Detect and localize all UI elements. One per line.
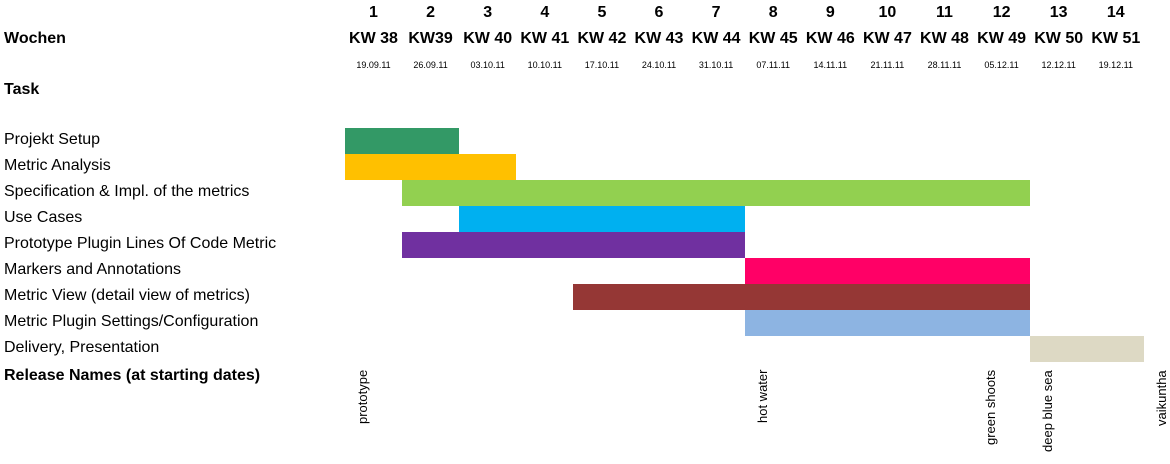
week-start-date: 19.12.11: [1098, 60, 1133, 70]
task-label: Use Cases: [4, 209, 83, 226]
task-bar: [402, 180, 1031, 206]
week-start-date: 14.11.11: [813, 60, 848, 70]
task-bar: [573, 284, 1031, 310]
week-number: 4: [540, 4, 550, 21]
week-start-date: 21.11.11: [870, 60, 905, 70]
calendar-week: KW 47: [862, 30, 912, 47]
calendar-week: KW 42: [577, 30, 627, 47]
calendar-week: KW39: [408, 30, 453, 47]
task-label: Projekt Setup: [4, 131, 101, 148]
calendar-week: KW 45: [748, 30, 798, 47]
calendar-week: KW 48: [920, 30, 969, 47]
week-number: 5: [597, 4, 607, 21]
week-number: 6: [654, 4, 664, 21]
task-bar: [402, 232, 745, 258]
week-number: 11: [936, 4, 953, 21]
calendar-week: KW 46: [805, 30, 855, 47]
week-number: 1: [369, 4, 378, 21]
calendar-week: KW 41: [520, 30, 570, 47]
calendar-week: KW 49: [977, 30, 1027, 47]
week-number: 8: [768, 4, 778, 21]
week-number: 2: [426, 4, 436, 21]
task-header: Task: [4, 81, 40, 98]
week-start-date: 19.09.11: [356, 60, 391, 70]
task-bar: [1030, 336, 1145, 362]
week-number: 12: [992, 4, 1011, 21]
week-start-date: 24.10.11: [641, 60, 677, 70]
week-start-date: 17.10.11: [584, 60, 620, 70]
task-bar: [345, 154, 517, 180]
task-label: Markers and Annotations: [4, 261, 181, 278]
week-start-date: 10.10.11: [527, 60, 562, 70]
week-start-date: 05.12.11: [984, 60, 1019, 70]
week-number: 13: [1049, 4, 1068, 21]
week-number: 3: [483, 4, 493, 21]
task-label: Specification & Impl. of the metrics: [4, 183, 250, 200]
week-number: 14: [1106, 4, 1125, 21]
week-number: 10: [878, 4, 897, 21]
task-label: Metric Plugin Settings/Configuration: [4, 313, 259, 330]
task-label: Metric View (detail view of metrics): [4, 287, 250, 304]
task-bar: [744, 310, 1031, 336]
week-number: 7: [711, 4, 721, 21]
calendar-week: KW 40: [463, 30, 513, 47]
task-label: Delivery, Presentation: [4, 339, 160, 356]
task-label: Metric Analysis: [4, 157, 111, 174]
week-start-date: 12.12.11: [1041, 60, 1076, 70]
release-name: hot water: [754, 369, 770, 423]
release-name: prototype: [355, 369, 370, 424]
release-names-label: Release Names (at starting dates): [4, 367, 261, 384]
week-start-date: 28.11.11: [927, 60, 962, 70]
week-start-date: 07.11.11: [756, 60, 791, 70]
task-label: Prototype Plugin Lines Of Code Metric: [4, 235, 277, 252]
task-bar: [459, 206, 745, 232]
calendar-week: KW 38: [349, 30, 398, 47]
week-start-date: 26.09.11: [413, 60, 448, 70]
release-name: vaikuntha: [1154, 370, 1170, 426]
weeks-label: Wochen: [4, 30, 66, 47]
release-name: green shoots: [983, 369, 999, 445]
task-bar: [744, 258, 1031, 284]
week-start-date: 03.10.11: [470, 60, 505, 70]
calendar-week: KW 50: [1034, 30, 1084, 47]
calendar-week: KW 44: [691, 30, 741, 47]
release-name: deep blue sea: [1040, 370, 1056, 452]
calendar-week: KW 43: [634, 30, 684, 47]
task-bar: [345, 128, 460, 154]
week-start-date: 31.10.11: [698, 60, 734, 70]
week-number: 9: [825, 4, 835, 21]
calendar-week: KW 51: [1091, 30, 1141, 47]
